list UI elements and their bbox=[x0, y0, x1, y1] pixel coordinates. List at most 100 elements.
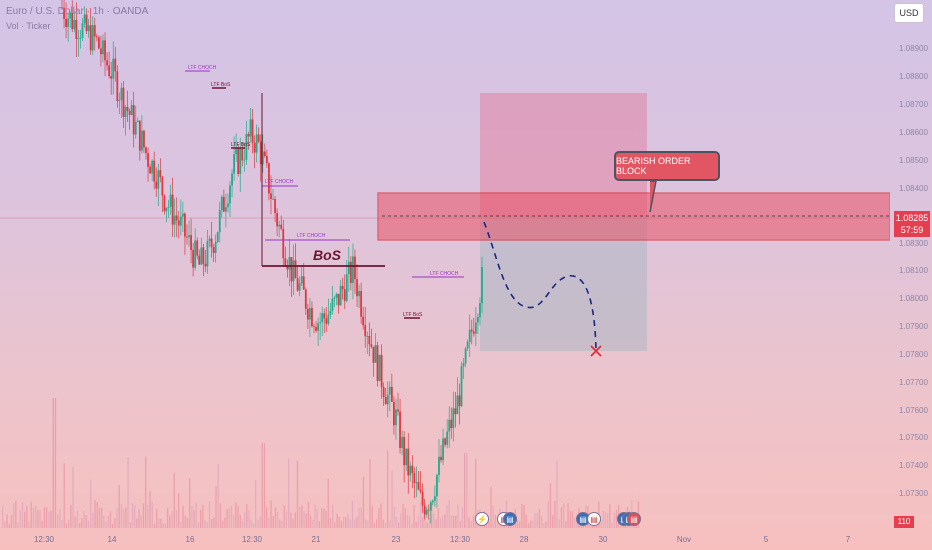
volume-bar bbox=[54, 398, 57, 528]
volume-bar bbox=[272, 516, 274, 528]
volume-bar bbox=[107, 515, 109, 528]
candle-body bbox=[95, 36, 98, 38]
volume-bar bbox=[613, 512, 615, 528]
volume-bar bbox=[521, 503, 523, 528]
candle-body bbox=[134, 121, 137, 135]
volume-bar bbox=[318, 521, 321, 528]
volume-bar bbox=[248, 509, 250, 528]
candle-body bbox=[388, 386, 391, 395]
candle-body bbox=[386, 394, 389, 405]
candle-body bbox=[122, 87, 125, 118]
candle-body bbox=[173, 215, 176, 225]
volume-bar bbox=[472, 515, 475, 528]
volume-bar bbox=[406, 515, 409, 528]
candle-body bbox=[91, 25, 94, 51]
candle-body bbox=[470, 329, 473, 332]
time-label: 28 bbox=[519, 535, 529, 544]
volume-bar bbox=[244, 512, 246, 528]
candle-body bbox=[206, 241, 209, 267]
candle-body bbox=[294, 260, 297, 279]
candle-body bbox=[417, 482, 420, 490]
candle-body bbox=[136, 120, 139, 122]
candle-body bbox=[477, 317, 479, 323]
candle-body bbox=[102, 40, 104, 55]
volume-bar bbox=[512, 522, 514, 528]
volume-bar bbox=[453, 515, 455, 528]
candle-body bbox=[444, 438, 447, 445]
volume-bar bbox=[219, 503, 222, 528]
volume-bar bbox=[156, 508, 158, 528]
candle-body bbox=[352, 256, 354, 283]
candle-body bbox=[259, 141, 262, 165]
volume-bar bbox=[50, 510, 52, 528]
target-x-marker bbox=[590, 345, 602, 357]
bearish-order-block-callout: BEARISH ORDER BLOCK bbox=[614, 151, 720, 181]
volume-bar bbox=[488, 521, 490, 528]
volume-bar bbox=[362, 476, 365, 528]
candle-body bbox=[210, 238, 213, 248]
candle-body bbox=[255, 134, 258, 153]
candle-body bbox=[479, 303, 481, 318]
volume-bar bbox=[189, 478, 191, 528]
candle-body bbox=[356, 279, 358, 297]
candle-body bbox=[63, 7, 65, 19]
candle-body bbox=[159, 170, 162, 178]
volume-bar bbox=[369, 459, 371, 528]
volume-bar bbox=[437, 508, 439, 528]
time-label: 14 bbox=[107, 535, 117, 544]
volume-bar bbox=[213, 517, 215, 528]
volume-bar bbox=[490, 487, 492, 528]
volume-bar bbox=[105, 521, 107, 528]
candle-body bbox=[247, 134, 250, 137]
volume-bar bbox=[147, 504, 149, 528]
candle-body bbox=[401, 436, 403, 449]
candle-body bbox=[464, 348, 467, 364]
volume-bar bbox=[28, 521, 30, 528]
volume-bar bbox=[459, 521, 461, 528]
volume-bar bbox=[519, 521, 521, 528]
us-flag-event-icon[interactable]: ▤ bbox=[503, 512, 517, 526]
candlesticks bbox=[61, 0, 483, 524]
price-label: 1.07300 bbox=[899, 489, 928, 498]
candle-body bbox=[249, 119, 252, 137]
volume-bar bbox=[431, 502, 433, 528]
volume-bar bbox=[268, 518, 270, 528]
volume-bar bbox=[534, 513, 536, 528]
currency-button[interactable]: USD bbox=[894, 3, 924, 23]
candle-body bbox=[75, 19, 78, 39]
volume-indicator-label[interactable]: Vol · Ticker bbox=[6, 21, 51, 31]
candle-body bbox=[196, 240, 199, 256]
us-flag-event-icon[interactable]: ▤ bbox=[587, 512, 601, 526]
candle-body bbox=[397, 409, 399, 412]
volume-bar bbox=[448, 500, 450, 528]
volume-bar bbox=[169, 515, 171, 528]
volume-bar bbox=[327, 478, 329, 528]
price-chart[interactable]: LTF CHOCH LTF BoS LTF BoS LTF CHOCH LTF … bbox=[0, 0, 890, 530]
candle-countdown: 57:59 bbox=[900, 225, 924, 235]
candle-body bbox=[411, 465, 414, 473]
candle-body bbox=[138, 120, 141, 151]
candle-body bbox=[110, 76, 113, 79]
candle-body bbox=[73, 19, 76, 30]
volume-bar bbox=[123, 509, 125, 528]
volume-bar bbox=[294, 512, 296, 528]
candle-body bbox=[218, 210, 221, 233]
candle-body bbox=[438, 456, 440, 476]
volume-bar bbox=[39, 510, 41, 528]
lightning-event-icon[interactable]: ⚡ bbox=[475, 512, 489, 526]
volume-bar bbox=[391, 471, 393, 528]
volume-bar bbox=[325, 510, 327, 528]
volume-bar bbox=[43, 506, 46, 528]
candle-body bbox=[118, 99, 121, 102]
volume-bar bbox=[571, 511, 574, 528]
candle-body bbox=[157, 170, 160, 189]
candle-body bbox=[61, 7, 63, 9]
volume-bar bbox=[607, 513, 609, 528]
candle-body bbox=[462, 363, 465, 367]
candle-body bbox=[456, 395, 459, 415]
symbol-title[interactable]: Euro / U.S. Dollar · 1h · OANDA bbox=[6, 6, 149, 17]
volume-bar bbox=[52, 398, 54, 528]
us-flag-event-icon[interactable]: ▤ bbox=[627, 512, 641, 526]
candle-body bbox=[116, 71, 119, 102]
